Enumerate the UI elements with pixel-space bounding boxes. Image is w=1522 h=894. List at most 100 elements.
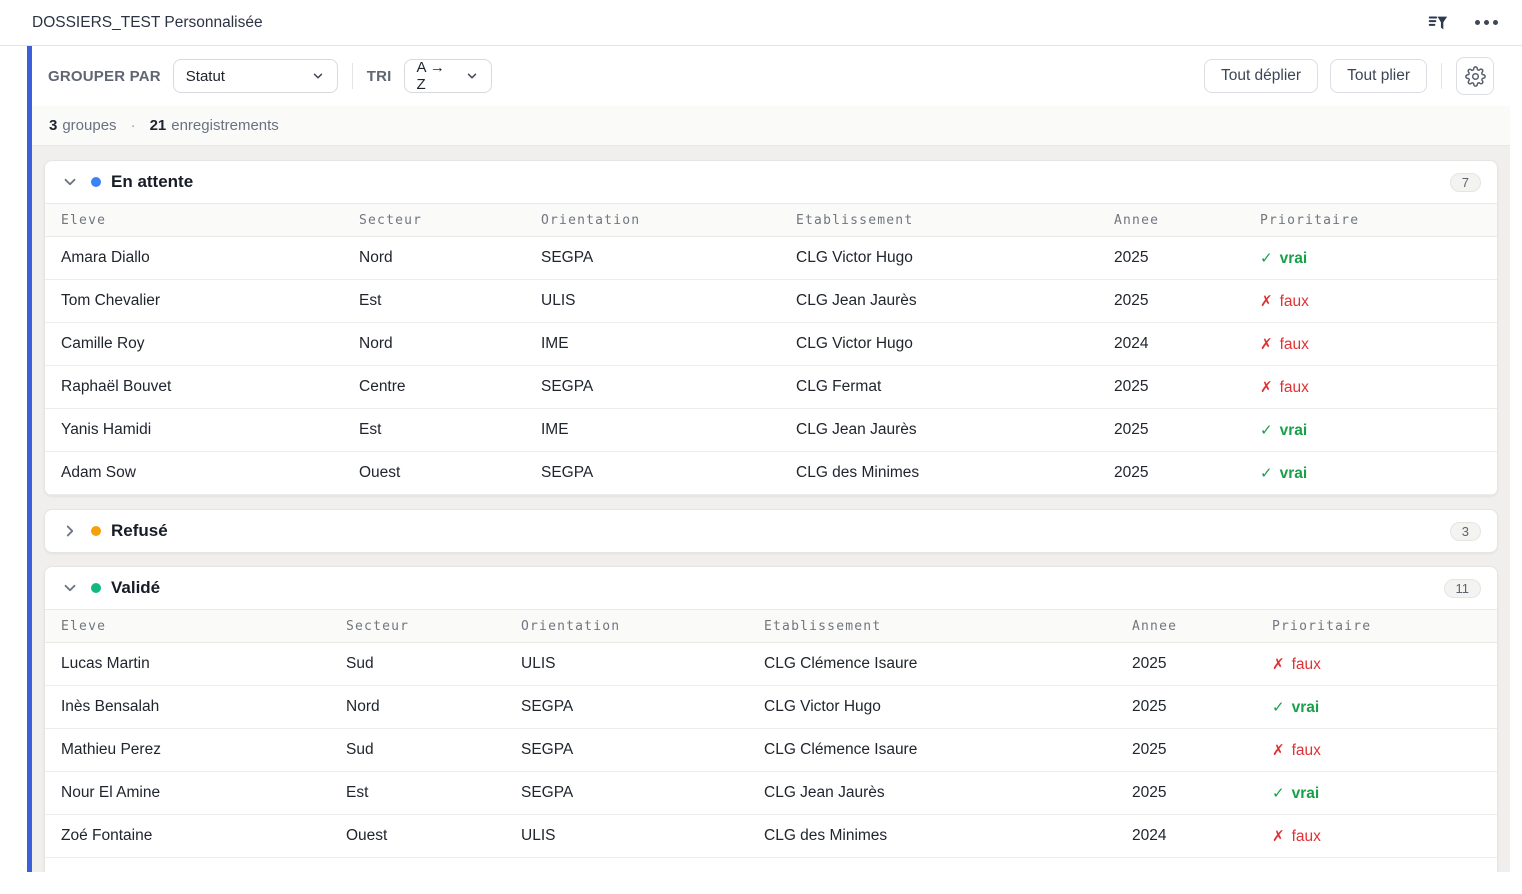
sort-value: A → Z: [416, 59, 445, 93]
group-name: Refusé: [111, 521, 168, 540]
title-bar: DOSSIERS_TEST Personnalisée: [0, 0, 1522, 46]
table-row[interactable]: Adam Sow Ouest SEGPA CLG des Minimes 2025 ✓ vr…: [45, 452, 1497, 495]
table-row[interactable]: Lucas Martin Sud ULIS CLG Clémence Isaure 20…: [45, 643, 1497, 686]
cell-orientation: SEGPA: [521, 741, 574, 758]
group-card-en-attente: En attente 7 Eleve Secteur Orientation Etab…: [44, 160, 1498, 496]
cell-prioritaire: ✓ vrai: [1260, 421, 1497, 440]
cross-icon: ✗: [1260, 335, 1273, 353]
summary-bar: 3 groupes · 21 enregistrements: [32, 106, 1510, 146]
collapse-all-button[interactable]: Tout plier: [1330, 59, 1427, 93]
cell-secteur: Est: [346, 784, 369, 801]
prioritaire-label: faux: [1291, 827, 1321, 845]
table-row[interactable]: Camille Roy Nord IME CLG Victor Hugo 2024 ✗ fa…: [45, 323, 1497, 366]
group-name: Validé: [111, 578, 161, 597]
groups-area: En attente 7 Eleve Secteur Orientation Etab…: [32, 146, 1510, 872]
cell-eleve: Raphaël Bouvet: [61, 378, 172, 395]
cell-eleve: Inès Bensalah: [61, 698, 160, 715]
group-by-select[interactable]: Statut: [172, 59, 338, 93]
expand-all-button[interactable]: Tout déplier: [1203, 59, 1319, 93]
sort-label: TRI: [366, 67, 392, 85]
cell-orientation: ULIS: [521, 827, 556, 844]
prioritaire-label: vrai: [1279, 421, 1308, 439]
table-row[interactable]: Mathieu Perez Sud SEGPA CLG Clémence Isaure…: [45, 729, 1497, 772]
partial-row: [45, 858, 1497, 872]
check-icon: ✓: [1272, 784, 1285, 802]
cell-etablissement: CLG Victor Hugo: [764, 698, 881, 715]
chevron-down-icon[interactable]: [61, 579, 79, 597]
cell-eleve: Mathieu Perez: [61, 741, 161, 758]
cell-orientation: SEGPA: [541, 378, 594, 395]
table-row[interactable]: Inès Bensalah Nord SEGPA CLG Victor Hugo 202…: [45, 686, 1497, 729]
prioritaire-label: vrai: [1279, 464, 1308, 482]
group-status-dot: [91, 526, 101, 536]
cell-secteur: Nord: [346, 698, 380, 715]
records-count: 21: [149, 117, 167, 134]
cell-prioritaire: ✗ faux: [1260, 292, 1497, 311]
table-row[interactable]: Amara Diallo Nord SEGPA CLG Victor Hugo 2025…: [45, 237, 1497, 280]
toolbar-divider: [1441, 63, 1442, 89]
cell-annee: 2025: [1114, 292, 1149, 309]
check-icon: ✓: [1260, 464, 1273, 482]
prioritaire-label: vrai: [1291, 698, 1320, 716]
cell-secteur: Ouest: [359, 464, 401, 481]
chevron-down-icon[interactable]: [61, 173, 79, 191]
cell-prioritaire: ✗ faux: [1260, 335, 1497, 354]
cross-icon: ✗: [1272, 655, 1285, 673]
cell-etablissement: CLG Jean Jaurès: [796, 421, 917, 438]
cell-orientation: SEGPA: [521, 698, 574, 715]
prioritaire-label: faux: [1291, 741, 1321, 759]
cell-etablissement: CLG Clémence Isaure: [764, 741, 918, 758]
sort-select[interactable]: A → Z: [403, 59, 492, 93]
table-header-row: Eleve Secteur Orientation Etablissement Anne…: [45, 609, 1497, 643]
group-status-dot: [91, 583, 101, 593]
groups-label: groupes: [62, 117, 117, 134]
cell-eleve: Tom Chevalier: [61, 292, 161, 309]
group-header[interactable]: Refusé 3: [45, 510, 1497, 552]
gear-icon: [1464, 65, 1486, 87]
settings-button[interactable]: [1456, 57, 1494, 95]
summary-separator: ·: [130, 117, 136, 134]
chevron-right-icon[interactable]: [61, 522, 79, 540]
cell-eleve: Zoé Fontaine: [61, 827, 153, 844]
view-accent-bar: [27, 46, 32, 872]
column-header: Secteur: [359, 212, 423, 228]
groups-count: 3: [49, 117, 58, 134]
cell-secteur: Nord: [359, 335, 393, 352]
cell-orientation: IME: [541, 335, 569, 352]
chevron-down-icon: [311, 69, 325, 83]
cell-secteur: Centre: [359, 378, 406, 395]
group-header[interactable]: En attente 7: [45, 161, 1497, 203]
table-header-row: Eleve Secteur Orientation Etablissement Anne…: [45, 203, 1497, 237]
column-header: Eleve: [61, 212, 107, 228]
table-row[interactable]: Zoé Fontaine Ouest ULIS CLG des Minimes 2024…: [45, 815, 1497, 858]
table-row[interactable]: Tom Chevalier Est ULIS CLG Jean Jaurès 2025 ✗…: [45, 280, 1497, 323]
cell-annee: 2025: [1114, 378, 1149, 395]
cell-secteur: Est: [359, 421, 382, 438]
group-count-badge: 11: [1443, 578, 1481, 598]
filter-sort-button[interactable]: [1427, 12, 1449, 34]
column-header: Orientation: [521, 618, 621, 634]
group-header[interactable]: Validé 11: [45, 567, 1497, 609]
column-header: Eleve: [61, 618, 107, 634]
table-row[interactable]: Raphaël Bouvet Centre SEGPA CLG Fermat 2025 ✗…: [45, 366, 1497, 409]
table-row[interactable]: Yanis Hamidi Est IME CLG Jean Jaurès 2025 ✓ vr…: [45, 409, 1497, 452]
cell-annee: 2025: [1132, 784, 1167, 801]
check-icon: ✓: [1260, 421, 1273, 439]
cell-prioritaire: ✗ faux: [1272, 655, 1497, 674]
cell-eleve: Adam Sow: [61, 464, 136, 481]
cell-annee: 2025: [1132, 741, 1167, 758]
cell-annee: 2025: [1114, 421, 1149, 438]
view-toolbar: GROUPER PAR Statut TRI A → Z Tout déplie…: [32, 46, 1510, 106]
group-name: En attente: [111, 172, 194, 191]
chevron-down-icon: [465, 69, 479, 83]
prioritaire-label: vrai: [1291, 784, 1320, 802]
cell-orientation: SEGPA: [541, 249, 594, 266]
cross-icon: ✗: [1260, 292, 1273, 310]
more-menu-button[interactable]: [1475, 20, 1498, 25]
table-row[interactable]: Nour El Amine Est SEGPA CLG Jean Jaurès 2025…: [45, 772, 1497, 815]
cell-etablissement: CLG des Minimes: [764, 827, 888, 844]
cell-orientation: SEGPA: [541, 464, 594, 481]
cell-prioritaire: ✓ vrai: [1272, 698, 1497, 717]
toolbar-divider: [351, 63, 353, 89]
cross-icon: ✗: [1260, 378, 1273, 396]
